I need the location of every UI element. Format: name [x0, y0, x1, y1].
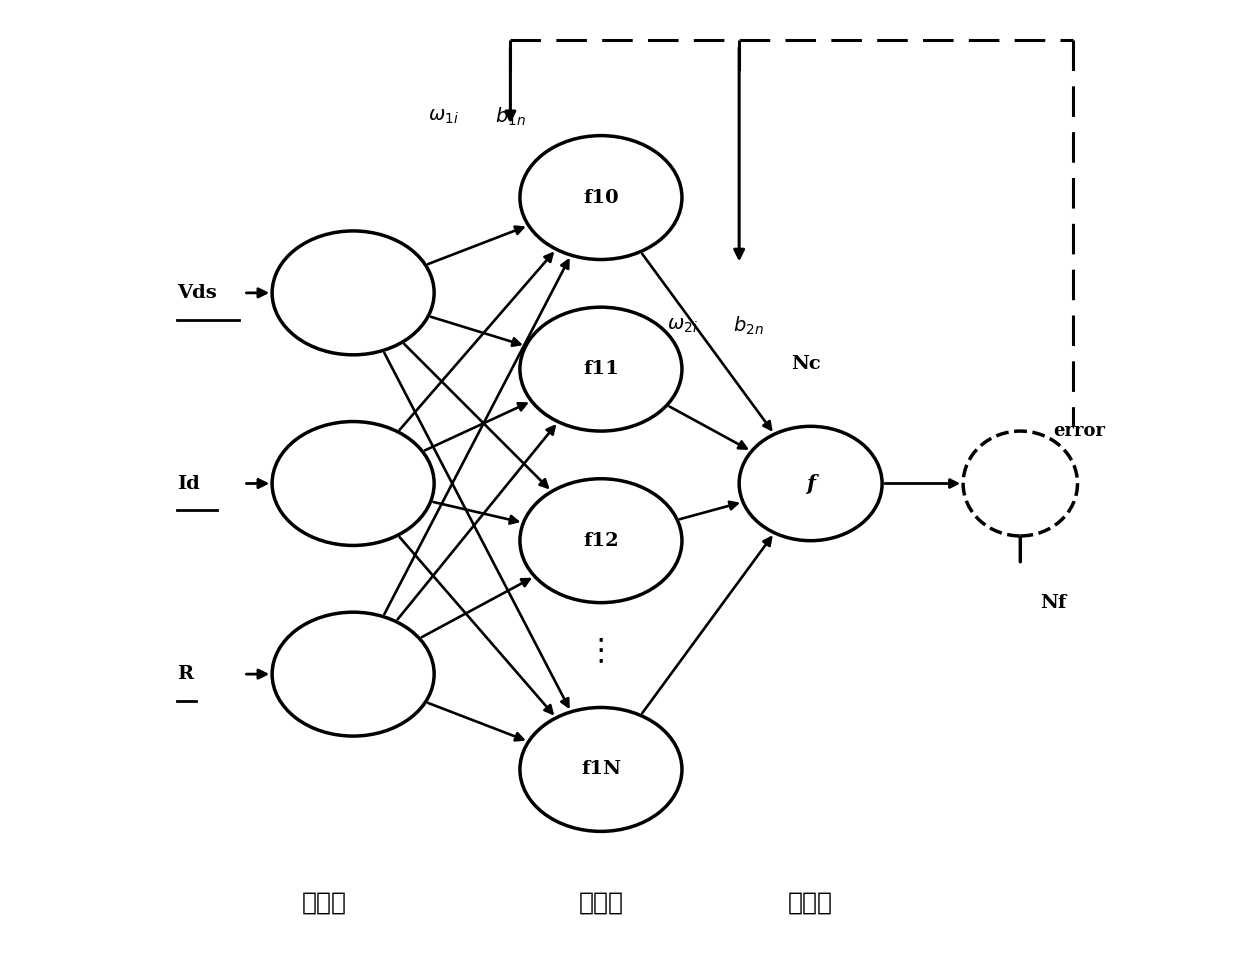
Text: 输出层: 输出层 [789, 891, 833, 915]
Ellipse shape [272, 612, 434, 736]
Text: 输入层: 输入层 [303, 891, 347, 915]
Ellipse shape [520, 135, 682, 259]
Text: Nf: Nf [1040, 594, 1066, 612]
Text: $b_{2n}$: $b_{2n}$ [733, 315, 764, 337]
Text: 隐含层: 隐含层 [578, 891, 624, 915]
Text: R: R [177, 665, 193, 683]
Ellipse shape [272, 422, 434, 545]
Text: $\omega_{2i}$: $\omega_{2i}$ [667, 317, 697, 336]
Text: error: error [1054, 422, 1106, 440]
Text: Vds: Vds [177, 284, 217, 302]
Text: f12: f12 [583, 532, 619, 549]
Text: $b_{1n}$: $b_{1n}$ [495, 105, 526, 128]
Ellipse shape [520, 708, 682, 832]
Text: f10: f10 [583, 189, 619, 207]
Ellipse shape [739, 426, 882, 541]
Ellipse shape [520, 479, 682, 602]
Text: f1N: f1N [580, 760, 621, 778]
Ellipse shape [963, 431, 1078, 536]
Text: f: f [806, 474, 815, 493]
Ellipse shape [520, 308, 682, 431]
Text: Id: Id [177, 475, 200, 492]
Text: ⋮: ⋮ [585, 635, 616, 664]
Text: $\omega_{1i}$: $\omega_{1i}$ [428, 107, 459, 126]
Text: f11: f11 [583, 360, 619, 378]
Text: Nc: Nc [791, 355, 821, 373]
Ellipse shape [272, 231, 434, 355]
